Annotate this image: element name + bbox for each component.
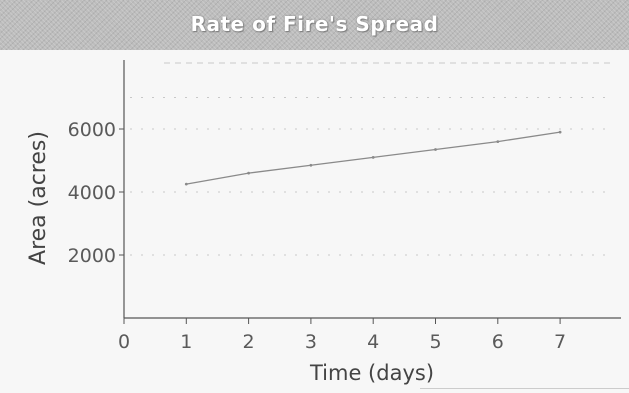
bottom-edge-line xyxy=(420,388,629,389)
y-tick-label: 4000 xyxy=(68,182,116,204)
x-tick-label: 1 xyxy=(180,331,192,353)
data-point xyxy=(558,130,562,134)
data-point xyxy=(371,155,375,159)
x-tick-label: 5 xyxy=(429,331,441,353)
x-tick-label: 6 xyxy=(492,331,504,353)
title-bar xyxy=(0,0,629,50)
data-point xyxy=(247,171,251,175)
y-axis-label: Area (acres) xyxy=(26,131,51,265)
x-axis-label: Time (days) xyxy=(309,361,434,385)
x-tick-label: 7 xyxy=(554,331,566,353)
data-point xyxy=(496,140,500,144)
y-tick-label: 6000 xyxy=(68,119,116,141)
data-point xyxy=(309,163,313,167)
x-tick-label: 4 xyxy=(367,331,379,353)
y-tick-label: 2000 xyxy=(68,245,116,267)
x-tick-label: 0 xyxy=(118,331,130,353)
chart-title: Rate of Fire's Spread xyxy=(190,12,439,36)
data-point xyxy=(184,182,188,186)
x-tick-label: 3 xyxy=(305,331,317,353)
data-point xyxy=(434,148,437,151)
x-tick-label: 2 xyxy=(243,331,255,353)
